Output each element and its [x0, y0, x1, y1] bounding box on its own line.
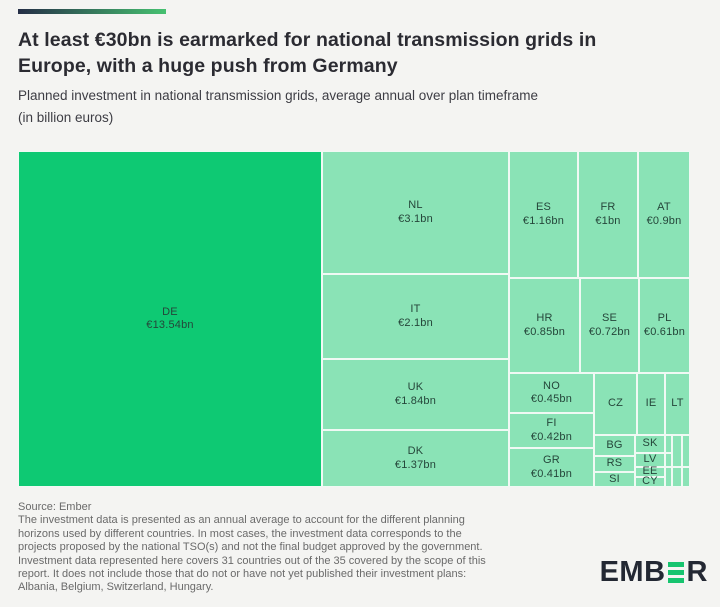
logo-text-right: R [686, 556, 708, 588]
logo-text-left: EMB [599, 556, 666, 588]
accent-bar [18, 9, 166, 14]
cell-country-code: SK [642, 437, 658, 450]
treemap-cell-at[interactable]: AT €0.9bn [638, 151, 690, 278]
cell-value-label: €0.45bn [530, 393, 573, 405]
treemap-cell-cy[interactable]: CY [635, 475, 665, 488]
treemap-cell-small[interactable] [665, 467, 672, 487]
cell-country-code: EE [642, 465, 658, 478]
cell-country-code: NL [408, 199, 423, 211]
cell-value-label: €0.85bn [523, 325, 566, 338]
cell-value-label: €1bn [595, 214, 621, 227]
treemap-cell-no[interactable]: NO €0.45bn [509, 373, 594, 413]
treemap-cell-small[interactable] [682, 467, 690, 487]
treemap-cell-small[interactable] [672, 467, 682, 487]
logo-bars-icon [668, 562, 685, 583]
cell-country-code: FR [600, 201, 616, 213]
treemap-cell-gr[interactable]: GR €0.41bn [509, 448, 594, 487]
cell-country-code: NO [543, 379, 560, 392]
treemap-cell-dk[interactable]: DK €1.37bn [322, 430, 509, 487]
cell-value-label: €0.42bn [530, 430, 573, 443]
cell-country-code: DK [407, 445, 424, 457]
treemap-cell-de[interactable]: DE €13.54bn [18, 151, 322, 487]
logo-bar [668, 570, 685, 575]
treemap-cell-cz[interactable]: CZ [594, 373, 637, 435]
treemap-cell-sk[interactable]: SK [635, 435, 665, 453]
treemap-cell-ie[interactable]: IE [637, 373, 665, 435]
cell-country-code: LT [671, 397, 684, 410]
page-title-line-2: Europe, with a huge push from Germany [18, 55, 398, 77]
treemap-cell-fr[interactable]: FR €1bn [578, 151, 638, 278]
page-subtitle: Planned investment in national transmiss… [18, 88, 702, 125]
ember-logo: EMB R [600, 556, 708, 589]
page-subtitle-line-1: Planned investment in national transmiss… [18, 88, 539, 103]
cell-value-label: €0.61bn [643, 325, 686, 338]
treemap-cell-it[interactable]: IT €2.1bn [322, 274, 509, 359]
treemap-chart: DE €13.54bn NL €3.1bn IT €2.1bn UK €1.84bn DK €1.… [18, 151, 690, 487]
cell-value-label: €1.16bn [522, 214, 565, 227]
page-title-line-1: At least €30bn is earmarked for national… [18, 29, 597, 51]
cell-country-code: LV [643, 453, 657, 466]
cell-country-code: DE [162, 305, 178, 318]
cell-value-label: €0.72bn [588, 325, 631, 338]
cell-country-code: PL [657, 312, 672, 324]
treemap-cell-small[interactable] [665, 435, 672, 453]
treemap-cell-pl[interactable]: PL €0.61bn [639, 278, 690, 373]
cell-value-label: €3.1bn [398, 212, 433, 225]
treemap-cell-hr[interactable]: HR €0.85bn [509, 278, 580, 373]
treemap-cell-bg[interactable]: BG [594, 435, 635, 456]
cell-country-code: RS [606, 457, 623, 470]
cell-country-code: CY [642, 475, 658, 488]
cell-country-code: IT [410, 303, 421, 315]
cell-country-code: AT [657, 201, 671, 213]
treemap-cell-lv[interactable]: LV [635, 453, 665, 467]
methodology-note: The investment data is presented as an a… [18, 514, 486, 594]
treemap-cell-ee[interactable]: EE [635, 465, 665, 478]
cell-value-label: €2.1bn [398, 316, 433, 329]
cell-country-code: IE [645, 397, 657, 410]
cell-country-code: UK [407, 381, 424, 393]
cell-country-code: SI [609, 472, 620, 485]
treemap-cell-lt[interactable]: LT [665, 373, 690, 435]
treemap-cell-si[interactable]: SI [594, 472, 635, 487]
treemap-cell-small[interactable] [672, 435, 682, 467]
treemap-cell-small[interactable] [682, 435, 690, 467]
cell-country-code: FI [546, 417, 557, 429]
cell-value-label: €1.37bn [394, 458, 437, 471]
page-title: At least €30bn is earmarked for national… [18, 27, 702, 79]
cell-country-code: HR [536, 312, 553, 324]
treemap-cell-se[interactable]: SE €0.72bn [580, 278, 639, 373]
cell-value-label: €0.9bn [646, 214, 682, 227]
treemap-cell-rs[interactable]: RS [594, 456, 635, 472]
logo-bar [668, 562, 685, 567]
treemap-cell-fi[interactable]: FI €0.42bn [509, 413, 594, 448]
treemap-cell-small[interactable] [665, 453, 672, 467]
footer-notes: Source: Ember The investment data is pre… [18, 501, 498, 595]
treemap-cell-es[interactable]: ES €1.16bn [509, 151, 578, 278]
cell-country-code: SE [601, 312, 618, 324]
cell-country-code: BG [606, 438, 623, 451]
treemap-cell-uk[interactable]: UK €1.84bn [322, 359, 509, 430]
cell-value-label: €1.84bn [394, 394, 437, 407]
cell-country-code: GR [543, 454, 560, 466]
cell-value-label: €13.54bn [146, 319, 194, 331]
cell-country-code: ES [535, 201, 552, 213]
cell-value-label: €0.41bn [530, 467, 573, 480]
cell-country-code: CZ [607, 397, 624, 410]
logo-bar [668, 578, 685, 583]
treemap-cell-nl[interactable]: NL €3.1bn [322, 151, 509, 274]
source-line: Source: Ember [18, 501, 92, 513]
page-subtitle-line-2: (in billion euros) [18, 110, 114, 125]
